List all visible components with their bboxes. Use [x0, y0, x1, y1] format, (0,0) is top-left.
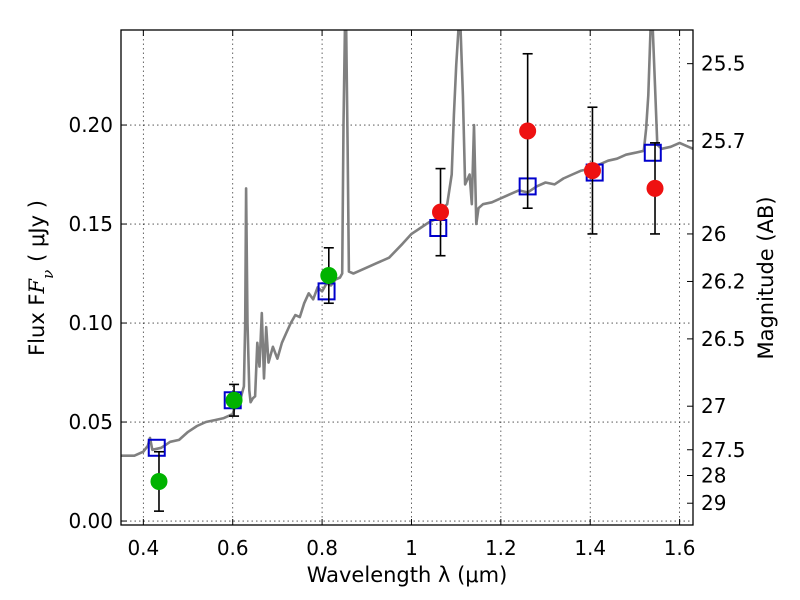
right-tick-label: 26.2: [701, 269, 746, 293]
x-tick-label: 1.4: [574, 536, 606, 560]
plot-area: [121, 30, 693, 512]
right-tick-label: 28: [701, 464, 726, 488]
right-tick-label: 25.7: [701, 129, 746, 153]
observed-point-marker: [150, 472, 168, 490]
model-square-marker: [643, 143, 662, 162]
y-axis-label-unit: ( μJy ): [25, 200, 49, 262]
y-tick-label: 0.20: [68, 113, 113, 137]
x-tick-label: 1.2: [485, 536, 517, 560]
x-tick-label: 0.8: [306, 536, 338, 560]
plot-frame: [120, 29, 694, 526]
y-tick-label: 0.10: [68, 311, 113, 335]
grid-lines: [121, 30, 693, 525]
right-tick-label: 27: [701, 394, 726, 418]
right-axis-label: Magnitude (AB): [754, 196, 778, 359]
y-axis-label-nu: ν: [39, 270, 57, 279]
y-tick-label: 0.05: [68, 410, 113, 434]
observed-point-marker: [519, 122, 537, 140]
right-tick-label: 26.5: [701, 327, 746, 351]
x-tick-label: 0.4: [127, 536, 159, 560]
right-tick-label: 25.5: [701, 52, 746, 76]
right-tick-label: 29: [701, 491, 726, 515]
y-axis-label: Flux FFν ( μJy ): [25, 200, 57, 356]
observed-point-marker: [320, 267, 338, 285]
observed-point-marker: [225, 391, 243, 409]
axis-ticks: [121, 30, 693, 525]
right-tick-label: 26: [701, 222, 726, 246]
observed-point-marker: [432, 203, 450, 221]
x-axis-label: Wavelength λ (μm): [307, 563, 508, 587]
y-axis-label-subscript: Fν: [25, 270, 57, 295]
y-tick-label: 0.00: [68, 509, 113, 533]
y-tick-label: 0.15: [68, 212, 113, 236]
observed-point-marker: [583, 162, 601, 180]
model-square-marker: [147, 438, 166, 457]
x-tick-label: 1.6: [664, 536, 696, 560]
right-tick-label: 27.5: [701, 438, 746, 462]
y-axis-label-f: F: [25, 278, 49, 295]
x-tick-label: 0.6: [217, 536, 249, 560]
x-tick-label: 1: [405, 536, 418, 560]
observed-point-marker: [646, 179, 664, 197]
y-axis-label-text: Flux F: [25, 294, 49, 356]
spectrum-line: [121, 30, 693, 457]
